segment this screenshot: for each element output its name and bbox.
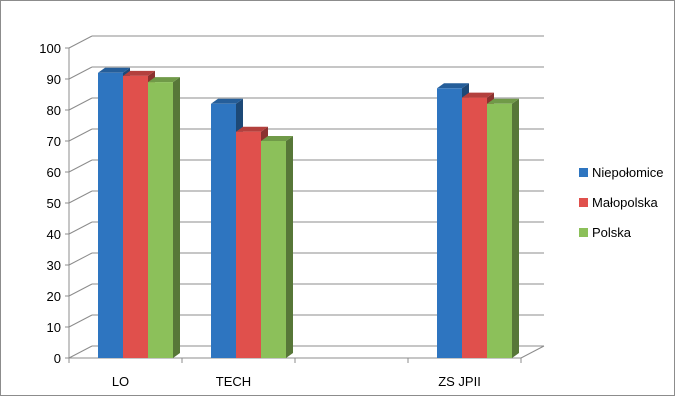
gridline-side	[68, 97, 93, 111]
bar-top	[487, 98, 519, 104]
bar	[236, 131, 261, 358]
legend-label: Małopolska	[592, 195, 659, 210]
bar-side	[173, 77, 180, 358]
bar	[98, 72, 123, 359]
bar-top	[462, 92, 494, 98]
legend-swatch	[579, 198, 588, 207]
y-tick-label: 40	[47, 227, 61, 242]
bar-top	[123, 70, 155, 76]
bar-side	[512, 98, 519, 359]
gridline-side	[68, 314, 93, 328]
y-tick-label: 80	[47, 103, 61, 118]
bar	[123, 75, 148, 359]
y-tick-label: 100	[39, 41, 61, 56]
y-tick-label: 60	[47, 165, 61, 180]
bar	[487, 103, 512, 358]
bar	[211, 103, 236, 358]
bar-side	[286, 136, 293, 358]
y-tick-label: 30	[47, 258, 61, 273]
bar	[261, 141, 286, 358]
gridline-side	[68, 283, 93, 297]
bar-top	[236, 126, 268, 132]
legend-swatch	[579, 228, 588, 237]
y-tick-label: 20	[47, 289, 61, 304]
bar-top	[148, 77, 180, 83]
bar-top	[98, 67, 130, 73]
bar	[437, 88, 462, 359]
y-tick-label: 90	[47, 72, 61, 87]
y-tick-label: 70	[47, 134, 61, 149]
y-tick-label: 50	[47, 196, 61, 211]
legend-swatch	[579, 168, 588, 177]
x-tick-label: LO	[112, 374, 129, 389]
y-tick-label: 10	[47, 320, 61, 335]
gridline-side	[68, 128, 93, 142]
gridline-side	[68, 221, 93, 235]
legend-label: Polska	[592, 225, 632, 240]
x-tick-label: ZS JPII	[438, 374, 481, 389]
bar	[462, 97, 487, 358]
gridline-side	[68, 35, 93, 49]
gridline-side	[68, 190, 93, 204]
gridline-side	[68, 159, 93, 173]
x-tick-label: TECH	[216, 374, 251, 389]
bar	[148, 82, 173, 358]
bar-top	[261, 136, 293, 141]
bar-top	[437, 83, 469, 89]
bar-top	[211, 98, 243, 104]
y-tick-label: 0	[54, 351, 61, 366]
floor-edge	[520, 345, 545, 359]
gridline-side	[68, 345, 93, 359]
gridline-side	[68, 66, 93, 80]
gridline-side	[68, 252, 93, 266]
legend-label: Niepołomice	[592, 165, 664, 180]
